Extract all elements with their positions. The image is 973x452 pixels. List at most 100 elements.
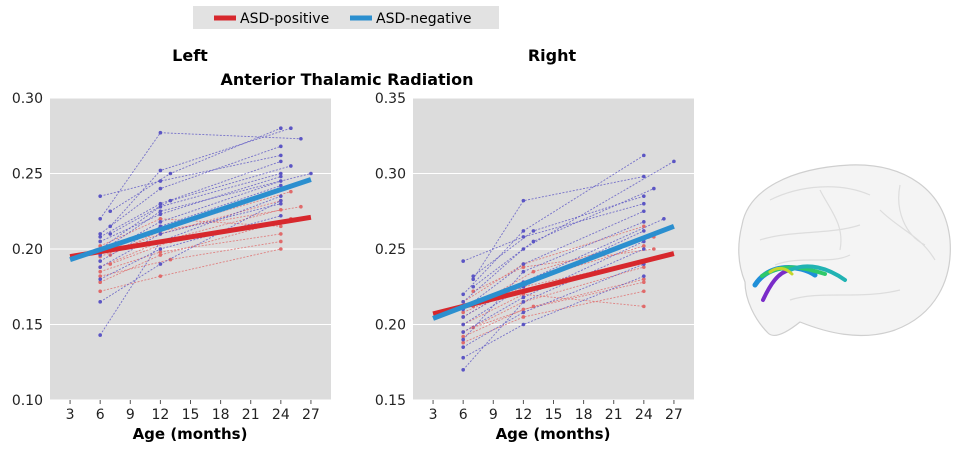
trajectory-point [98, 277, 102, 282]
trajectory-point [471, 277, 476, 282]
trajectory-line [463, 281, 644, 338]
trajectory-point [642, 289, 646, 294]
x-tick-label: 24 [272, 407, 290, 423]
legend-box [193, 6, 499, 29]
trajectory-point [461, 292, 465, 297]
trajectory-point [521, 265, 526, 269]
trajectory-point [279, 174, 283, 179]
trajectory-point [158, 220, 163, 224]
trajectory-point [642, 277, 646, 282]
trajectory-point [158, 217, 163, 221]
trajectory-point [521, 310, 526, 315]
brain-tract-illustration [738, 164, 951, 337]
ticks-right: 3 6 9 12 15 18 21 24 27 0.15 0.20 0.25 0.30 0.35 [375, 91, 683, 423]
trajectory-point [642, 220, 646, 224]
y-tick-label: 0.20 [375, 318, 406, 334]
trajectory-point [279, 201, 283, 206]
trajectory-point [299, 204, 303, 209]
trajectory-point [531, 269, 536, 274]
trajectory-point [98, 289, 102, 294]
trajectory-point [642, 153, 646, 158]
trajectory-point [461, 259, 465, 263]
trajectory-point [158, 201, 163, 206]
trajectory-point [642, 280, 646, 285]
right-panel-title: Right [528, 46, 577, 65]
trajectory-point [461, 315, 465, 319]
legend-label-asd-positive: ASD-positive [240, 11, 329, 27]
trajectory-point [98, 300, 102, 304]
trajectory-point [461, 340, 465, 345]
trajectory-line [109, 165, 292, 235]
y-tick-label: 0.30 [375, 167, 406, 183]
trajectory-point [98, 217, 102, 221]
trajectory-point [642, 229, 646, 233]
trajectory-point [158, 247, 163, 251]
trajectory-point [521, 235, 526, 239]
y-tick-label: 0.20 [12, 242, 43, 258]
brain-gyri [759, 184, 936, 301]
trajectory-line [99, 173, 312, 253]
left-panel-title: Left [172, 46, 208, 65]
x-tick-label: 6 [96, 407, 105, 423]
trajectory-point [279, 213, 283, 218]
trajectory-point [642, 201, 646, 206]
trajectory-point [279, 239, 283, 244]
trajectory-point [521, 315, 526, 319]
y-tick-label: 0.15 [12, 318, 43, 334]
trajectory-point [521, 300, 526, 304]
trajectory-line [473, 248, 654, 292]
trajectory-point [158, 186, 163, 191]
fit-lines-left [69, 177, 312, 262]
trajectory-point [158, 212, 163, 217]
trajectory-point [521, 295, 526, 300]
trajectory-point [98, 239, 102, 244]
trajectory-line [99, 195, 281, 336]
chart-right: 3 6 9 12 15 18 21 24 27 0.15 0.20 0.25 0.30 0.35 Age … [375, 91, 694, 443]
legend-label-asd-negative: ASD-negative [376, 11, 472, 27]
trajectory-point [168, 198, 173, 203]
trajectory-point [158, 130, 163, 135]
trajectory-line [463, 290, 644, 344]
trajectory-point [108, 232, 113, 236]
trajectory-line [462, 161, 675, 303]
x-tick-label: 15 [545, 407, 563, 423]
x-tick-label: 18 [575, 407, 593, 423]
trajectory-point [461, 334, 465, 339]
trajectory-point [289, 189, 293, 194]
trajectory-point [279, 247, 283, 251]
fit-line-asd-negative [432, 224, 675, 321]
trajectory-point [521, 198, 526, 203]
trajectory-point [108, 262, 113, 266]
trajectory-point [98, 280, 102, 285]
y-tick-label: 0.35 [375, 91, 406, 107]
trajectory-point [662, 217, 666, 221]
trajectory-point [98, 265, 102, 269]
trajectory-point [642, 247, 646, 251]
x-tick-label: 27 [665, 407, 683, 423]
trajectory-point [158, 250, 163, 254]
trajectory-line [462, 218, 665, 318]
trajectory-point [279, 171, 283, 176]
trajectory-point [642, 224, 646, 229]
trajectory-point [98, 333, 102, 337]
x-tick-label: 24 [635, 407, 653, 423]
trajectory-point [521, 269, 526, 274]
y-tick-label: 0.10 [12, 393, 43, 409]
trajectory-point [521, 262, 526, 266]
trajectory-line [462, 263, 644, 348]
fit-line-asd-positive [69, 214, 312, 260]
trajectory-point [98, 194, 102, 198]
trajectory-point [158, 232, 163, 236]
trajectory-line [462, 275, 644, 359]
trajectory-point [98, 259, 102, 263]
x-tick-label: 21 [605, 407, 623, 423]
x-tick-label: 9 [489, 407, 498, 423]
fit-line-asd-negative [69, 177, 312, 262]
trajectory-point [158, 168, 163, 173]
trajectory-line [100, 209, 281, 268]
trajectory-line [100, 218, 281, 247]
trajectory-line [100, 176, 281, 242]
trajectory-line [99, 185, 281, 262]
trajectory-point [279, 144, 283, 149]
y-tick-label: 0.25 [375, 242, 406, 258]
